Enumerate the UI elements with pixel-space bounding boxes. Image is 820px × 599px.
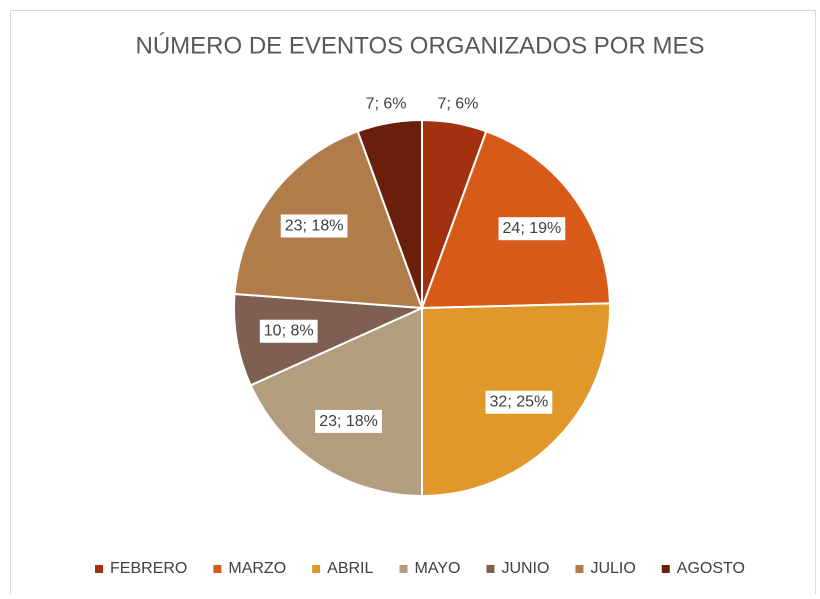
legend-label: ABRIL: [327, 560, 373, 577]
data-label: 7; 6%: [437, 95, 478, 112]
data-label-box: [259, 319, 318, 343]
data-label: 10; 8%: [264, 323, 314, 340]
legend-swatch: [312, 565, 321, 573]
legend-label: JULIO: [590, 560, 635, 577]
chart-title: NÚMERO DE EVENTOS ORGANIZADOS POR MES: [136, 32, 705, 59]
legend-swatch: [213, 565, 222, 573]
legend-swatch: [575, 565, 584, 573]
pie-slice: [233, 292, 423, 387]
legend-label: MAYO: [415, 560, 461, 577]
legend-swatch: [399, 565, 408, 573]
data-label-box: [485, 390, 553, 414]
legend-swatch: [486, 565, 495, 573]
legend-label: AGOSTO: [677, 560, 745, 577]
data-label: 7; 6%: [366, 95, 407, 112]
legend-swatch: [661, 565, 670, 573]
legend-label: FEBRERO: [110, 560, 187, 577]
data-label-box: [498, 217, 566, 241]
legend-swatch: [95, 565, 104, 573]
pie-slice: [249, 306, 423, 498]
data-label-box: [280, 214, 348, 238]
data-label: 23; 18%: [285, 217, 344, 234]
legend-label: JUNIO: [501, 560, 549, 577]
data-label: 23; 18%: [319, 413, 378, 430]
data-label-box: [315, 409, 382, 433]
data-label: 32; 25%: [490, 394, 549, 411]
legend-label: MARZO: [228, 560, 286, 577]
data-label: 24; 19%: [503, 220, 562, 237]
pie-slice: [356, 118, 423, 309]
